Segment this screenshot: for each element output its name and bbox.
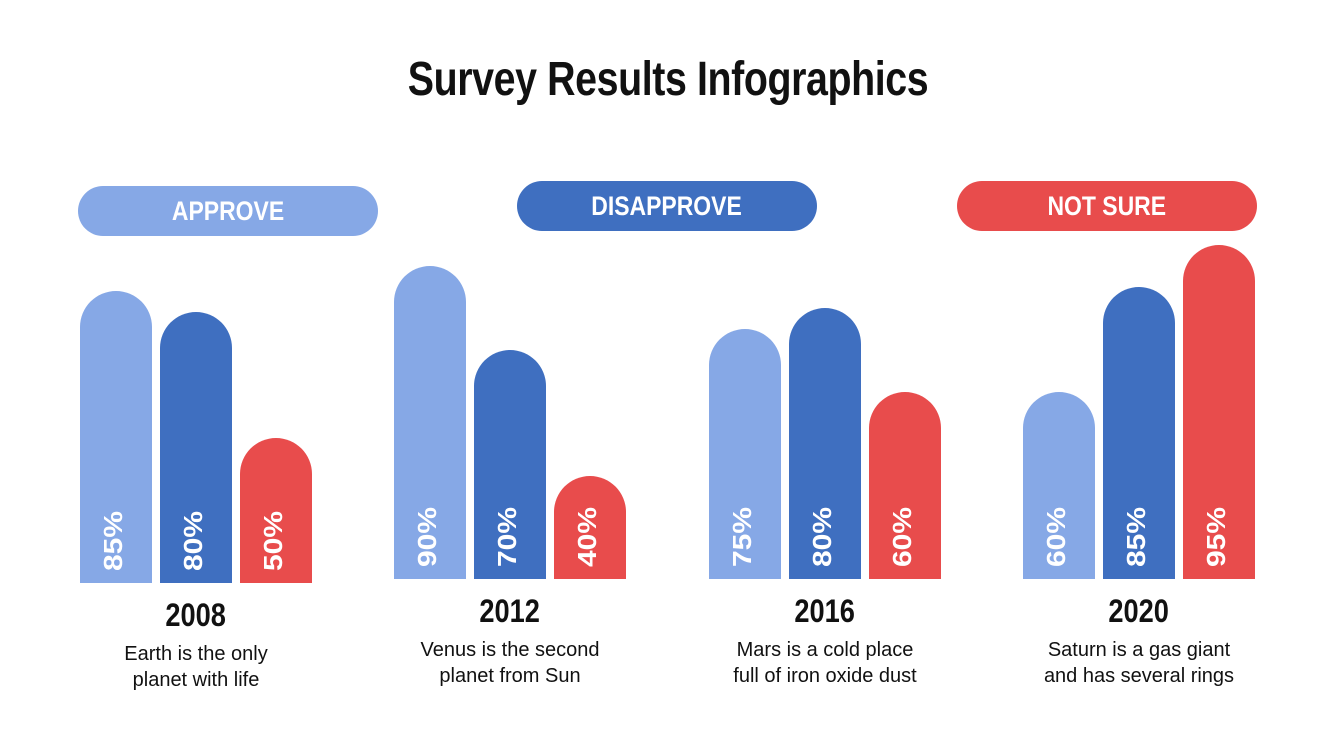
category-label: 2020 bbox=[1108, 593, 1170, 629]
bar-2020-disapprove bbox=[1103, 287, 1175, 579]
bar-2016-disapprove bbox=[789, 308, 861, 579]
legend-disapprove: DISAPPROVE bbox=[517, 181, 817, 231]
data-label: 85% bbox=[1123, 506, 1152, 567]
page-title: Survey Results Infographics bbox=[407, 53, 929, 106]
legend-label: APPROVE bbox=[171, 195, 285, 226]
data-label: 70% bbox=[494, 506, 523, 567]
category-description: Venus is the second planet from Sun bbox=[420, 639, 600, 687]
category-label: 2008 bbox=[165, 597, 227, 633]
category-description: Earth is the only planet with life bbox=[124, 643, 268, 691]
bar-2016-not-sure bbox=[869, 392, 941, 579]
data-label: 50% bbox=[260, 510, 289, 571]
category-description: Saturn is a gas giant and has several rin… bbox=[1043, 639, 1235, 687]
bar-2020-not-sure bbox=[1183, 245, 1255, 579]
category-description: Mars is a cold place full of iron oxide d… bbox=[733, 639, 917, 687]
legend-label: NOT SURE bbox=[1047, 190, 1167, 221]
data-label: 95% bbox=[1203, 506, 1232, 567]
bar-2008-disapprove bbox=[160, 312, 232, 583]
data-label: 60% bbox=[889, 506, 918, 567]
data-label: 60% bbox=[1043, 506, 1072, 567]
data-label: 75% bbox=[729, 506, 758, 567]
data-label: 85% bbox=[100, 510, 129, 571]
category-label: 2012 bbox=[479, 593, 541, 629]
legend-label: DISAPPROVE bbox=[591, 190, 743, 221]
data-label: 80% bbox=[809, 506, 838, 567]
bar-2016-approve bbox=[709, 329, 781, 579]
bar-2012-approve bbox=[394, 266, 466, 579]
bar-2008-approve bbox=[80, 291, 152, 583]
bar-2008-not-sure bbox=[240, 438, 312, 583]
legend-not-sure: NOT SURE bbox=[957, 181, 1257, 231]
category-label: 2016 bbox=[794, 593, 856, 629]
data-label: 80% bbox=[180, 510, 209, 571]
data-label: 40% bbox=[574, 506, 603, 567]
bar-2012-not-sure bbox=[554, 476, 626, 579]
bar-2020-approve bbox=[1023, 392, 1095, 579]
bar-2012-disapprove bbox=[474, 350, 546, 579]
legend-approve: APPROVE bbox=[78, 186, 378, 236]
data-label: 90% bbox=[414, 506, 443, 567]
